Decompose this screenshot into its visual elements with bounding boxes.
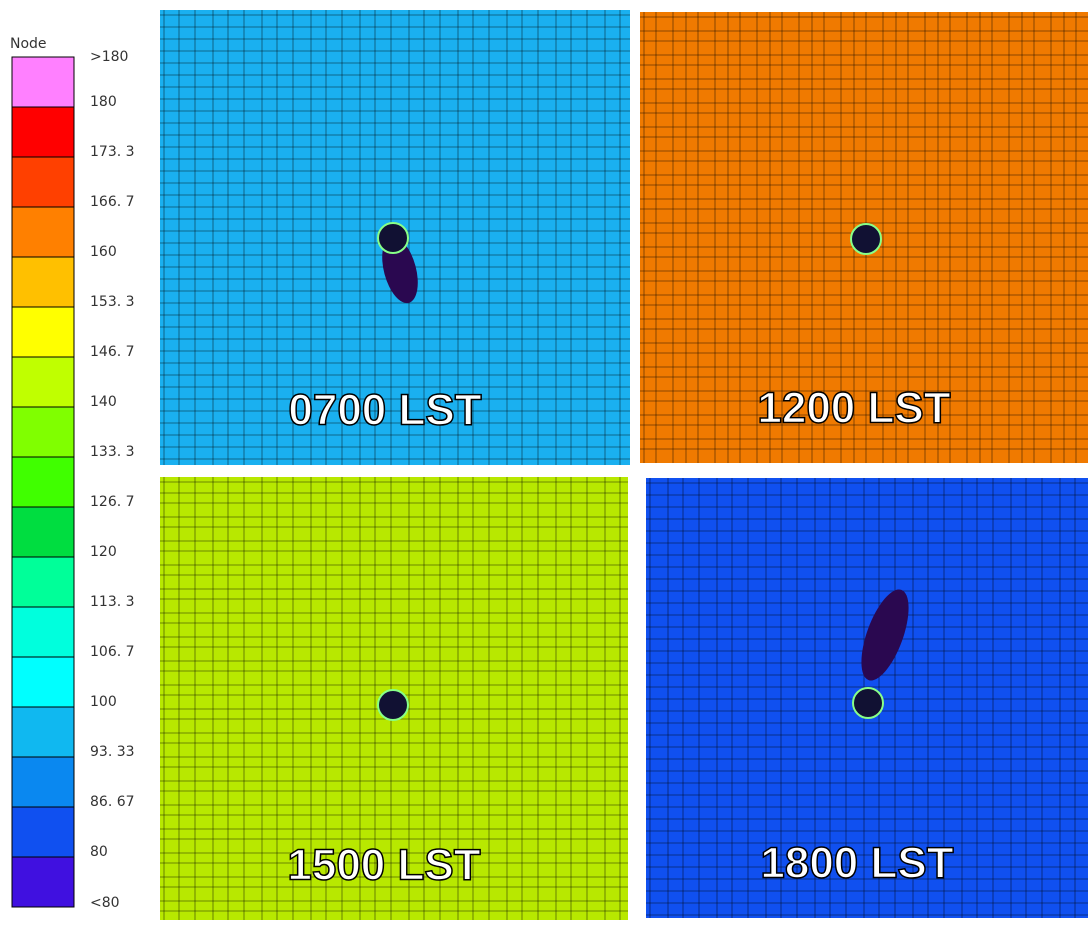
panel: 1200 LST (640, 12, 1088, 463)
legend-label: 106. 7 (90, 644, 135, 660)
legend-swatch (11, 56, 75, 108)
panel: 1800 LST (646, 478, 1088, 918)
legend-label: <80 (90, 895, 120, 911)
legend-label: 180 (90, 94, 117, 110)
legend-label: 126. 7 (90, 494, 135, 510)
legend-swatch (11, 456, 75, 508)
legend-swatch (11, 556, 75, 608)
legend-label: 146. 7 (90, 344, 135, 360)
source (377, 222, 409, 254)
panel: 1500 LST (160, 477, 628, 920)
legend-label: 133. 3 (90, 444, 135, 460)
panel: 0700 LST (160, 10, 630, 465)
panel-label: 1500 LST (287, 841, 480, 890)
legend-swatch (11, 756, 75, 808)
legend-swatch (11, 106, 75, 158)
legend-swatch (11, 656, 75, 708)
legend-label: 120 (90, 544, 117, 560)
legend-label: 166. 7 (90, 194, 135, 210)
legend-label: >180 (90, 49, 128, 65)
legend-swatch (11, 506, 75, 558)
legend-swatch (11, 606, 75, 658)
legend-label: 100 (90, 694, 117, 710)
legend-label: 140 (90, 394, 117, 410)
legend-swatch (11, 156, 75, 208)
legend-swatch (11, 356, 75, 408)
legend-swatch (11, 306, 75, 358)
panel-label: 0700 LST (288, 386, 481, 435)
source (852, 687, 884, 719)
legend-label: 160 (90, 244, 117, 260)
legend-swatch (11, 856, 75, 908)
legend-swatch (11, 806, 75, 858)
legend-label: 113. 3 (90, 594, 135, 610)
legend-swatch (11, 406, 75, 458)
legend-swatch (11, 256, 75, 308)
legend-label: 93. 33 (90, 744, 135, 760)
plume (861, 589, 909, 681)
legend-swatch (11, 706, 75, 758)
legend-label: 173. 3 (90, 144, 135, 160)
source (377, 689, 409, 721)
legend-label: 80 (90, 844, 108, 860)
panel-label: 1800 LST (760, 839, 953, 888)
source (850, 223, 882, 255)
legend-title: Node (10, 36, 47, 52)
legend-swatch (11, 206, 75, 258)
legend-label: 153. 3 (90, 294, 135, 310)
panel-label: 1200 LST (757, 384, 950, 433)
legend-label: 86. 67 (90, 794, 135, 810)
